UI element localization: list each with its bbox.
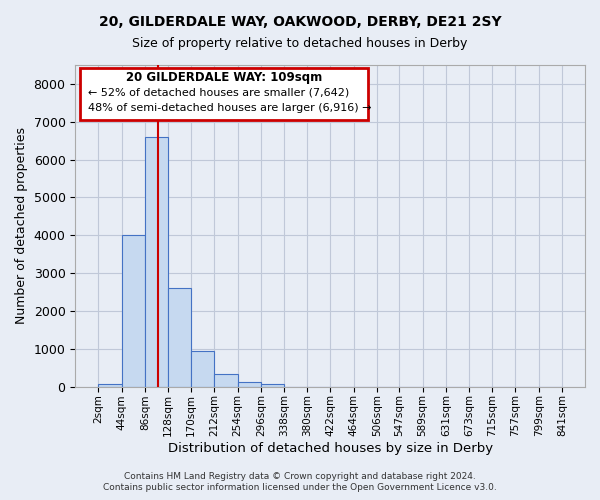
Bar [261,384,284,386]
Bar [168,288,191,386]
Text: 48% of semi-detached houses are larger (6,916) →: 48% of semi-detached houses are larger (… [88,103,371,113]
Text: 20, GILDERDALE WAY, OAKWOOD, DERBY, DE21 2SY: 20, GILDERDALE WAY, OAKWOOD, DERBY, DE21… [98,15,502,29]
Bar [191,350,214,386]
Text: Contains public sector information licensed under the Open Government Licence v3: Contains public sector information licen… [103,484,497,492]
Text: Size of property relative to detached houses in Derby: Size of property relative to detached ho… [133,38,467,51]
Bar [214,374,238,386]
Bar [238,382,261,386]
FancyBboxPatch shape [80,68,368,120]
X-axis label: Distribution of detached houses by size in Derby: Distribution of detached houses by size … [167,442,493,455]
Y-axis label: Number of detached properties: Number of detached properties [15,128,28,324]
Bar [122,236,145,386]
Bar [145,137,168,386]
Text: Contains HM Land Registry data © Crown copyright and database right 2024.: Contains HM Land Registry data © Crown c… [124,472,476,481]
Text: 20 GILDERDALE WAY: 109sqm: 20 GILDERDALE WAY: 109sqm [126,72,322,85]
Text: ← 52% of detached houses are smaller (7,642): ← 52% of detached houses are smaller (7,… [88,87,349,97]
Bar [98,384,122,386]
